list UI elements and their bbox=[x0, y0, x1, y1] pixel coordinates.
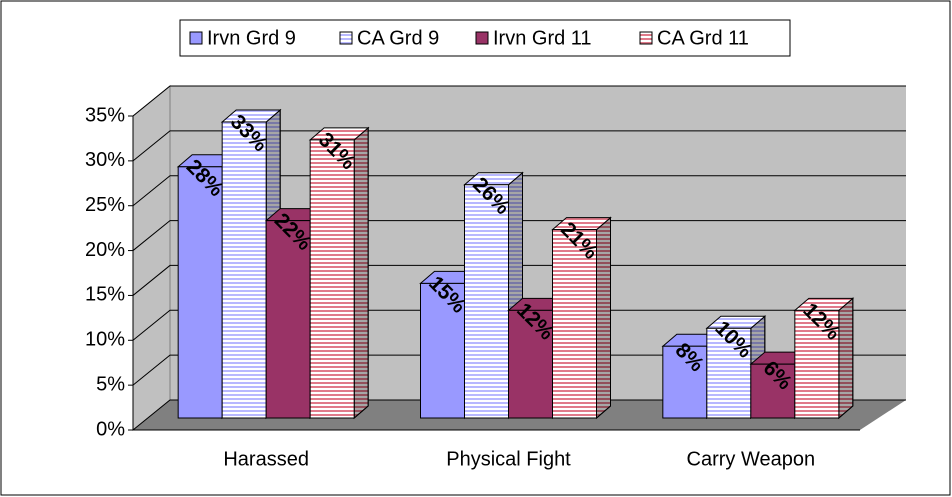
bar bbox=[265, 220, 311, 419]
bar bbox=[221, 121, 267, 419]
y-tick-label: 20% bbox=[85, 239, 125, 261]
legend-label: CA Grd 9 bbox=[357, 27, 439, 49]
bar bbox=[662, 345, 708, 419]
bar-side-shade bbox=[838, 297, 854, 420]
grid-line bbox=[132, 85, 906, 117]
bar bbox=[177, 166, 223, 419]
grid-line bbox=[132, 130, 906, 162]
grid-line bbox=[132, 354, 906, 386]
legend-label: Irvn Grd 11 bbox=[493, 27, 592, 49]
y-tick-label: 30% bbox=[85, 149, 125, 171]
legend-swatch bbox=[189, 31, 203, 45]
grid-line bbox=[132, 220, 906, 251]
side-wall bbox=[132, 84, 171, 432]
legend-swatch bbox=[639, 31, 653, 45]
grid-line bbox=[132, 264, 906, 296]
grid-line bbox=[132, 399, 906, 431]
y-tick-label: 0% bbox=[96, 418, 125, 440]
legend-label: CA Grd 11 bbox=[657, 27, 749, 49]
bar bbox=[309, 139, 355, 419]
bar-side-shade bbox=[353, 126, 369, 420]
x-tick-label: Carry Weapon bbox=[687, 448, 816, 470]
bar bbox=[794, 309, 840, 419]
legend-swatch bbox=[475, 31, 489, 45]
grid-line bbox=[132, 175, 906, 207]
y-tick-label: 25% bbox=[85, 194, 125, 216]
bar bbox=[464, 184, 509, 419]
bar bbox=[552, 229, 597, 419]
x-tick-label: Harassed bbox=[223, 448, 309, 470]
y-tick-label: 10% bbox=[85, 329, 125, 351]
y-tick-label: 5% bbox=[96, 373, 125, 395]
bar bbox=[706, 327, 752, 419]
grid-line bbox=[132, 309, 906, 341]
bar bbox=[508, 309, 553, 419]
bar bbox=[420, 282, 465, 419]
y-tick-label: 35% bbox=[85, 104, 125, 126]
legend-swatch bbox=[339, 31, 353, 45]
y-tick-label: 15% bbox=[85, 284, 125, 306]
x-tick-label: Physical Fight bbox=[446, 448, 571, 470]
legend-label: Irvn Grd 9 bbox=[207, 27, 296, 49]
